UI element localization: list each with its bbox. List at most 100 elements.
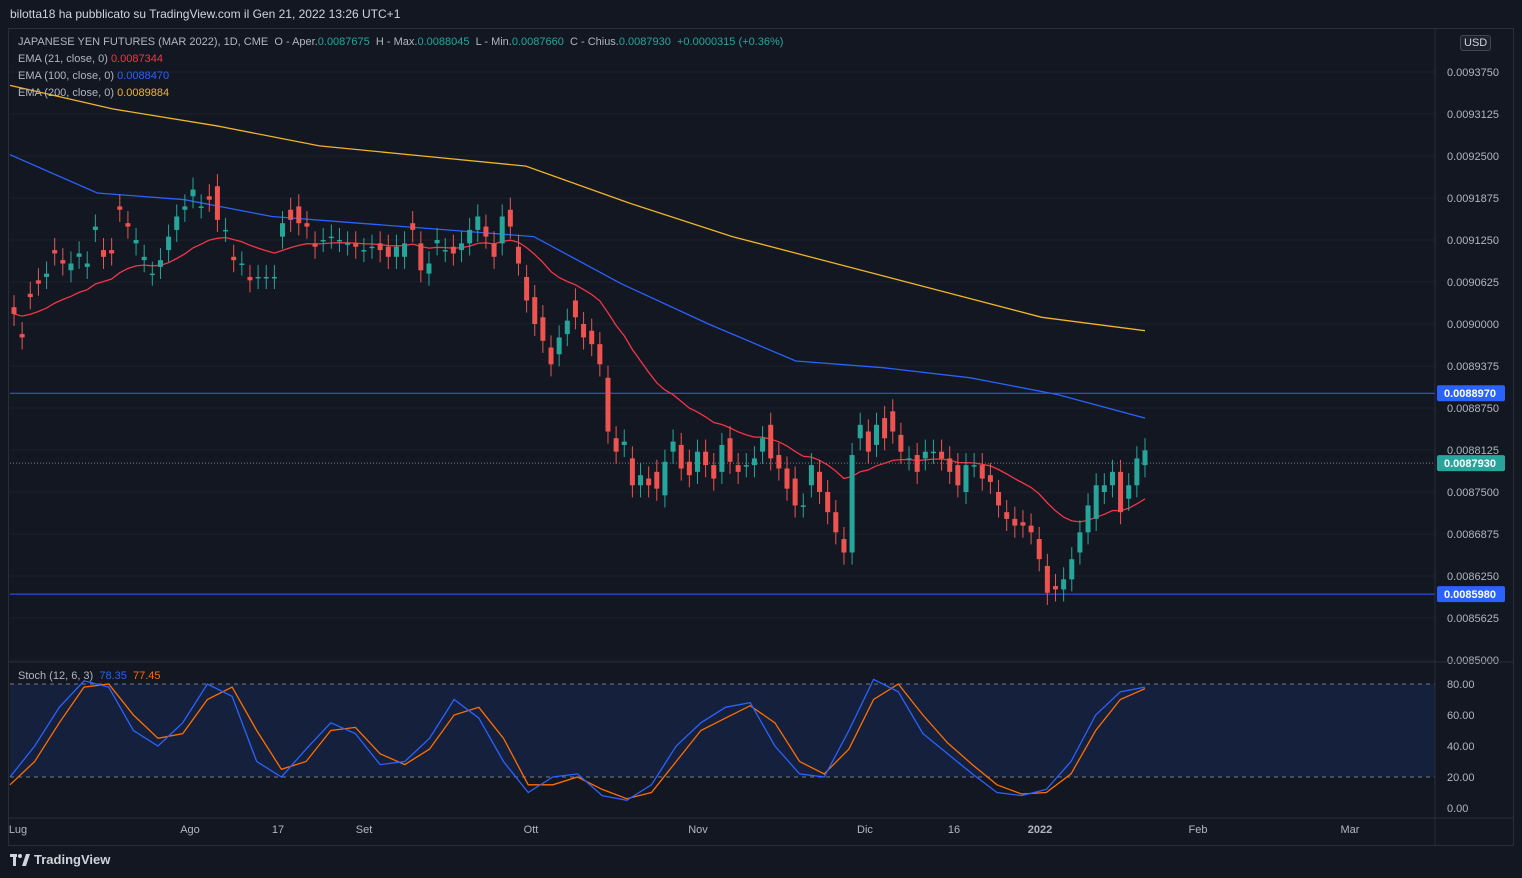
candle-body	[971, 465, 977, 467]
stoch-tick-label: 20.00	[1447, 772, 1475, 784]
candle-body	[1118, 471, 1124, 513]
high-value: 0.0088045	[417, 36, 470, 48]
stoch-legend: Stoch (12, 6, 3) 78.35 77.45	[18, 670, 161, 682]
time-tick-label: Feb	[1189, 824, 1208, 836]
price-tick-label: 0.0087500	[1447, 487, 1499, 499]
candle-body	[857, 424, 863, 439]
candle-body	[1069, 559, 1075, 580]
price-tick-label: 0.0086250	[1447, 571, 1499, 583]
price-tick-label: 0.0088750	[1447, 403, 1499, 415]
symbol-name: JAPANESE YEN FUTURES (MAR 2022), 1D, CME	[18, 36, 269, 48]
ema200-line	[9, 84, 1146, 332]
candle-body	[629, 458, 635, 486]
candle-body	[459, 243, 465, 251]
high-label: H - Max.	[375, 36, 418, 48]
candle-body	[491, 243, 497, 257]
candle-body	[662, 461, 668, 496]
stoch-panel: 80.00 60.00 40.00 20.00 0.00	[9, 678, 1475, 815]
candle-body	[963, 465, 969, 492]
candle-body	[646, 478, 652, 486]
candle-body	[280, 223, 286, 237]
candle-body	[1036, 539, 1042, 560]
candle-body	[524, 276, 530, 301]
candle-body	[1126, 485, 1132, 499]
candle-body	[385, 246, 391, 257]
candle-body	[1109, 471, 1115, 486]
candle-body	[735, 465, 741, 472]
candle-body	[833, 512, 839, 533]
candle-body	[101, 250, 107, 257]
candle-body	[841, 539, 847, 553]
candle-body	[987, 475, 993, 482]
candle-body	[605, 377, 611, 432]
time-tick-label: Ott	[524, 824, 539, 836]
price-tick-label: 0.0085625	[1447, 613, 1499, 625]
candle-body	[898, 434, 904, 452]
price-tick-label: 0.0093125	[1447, 109, 1499, 121]
candle-body	[589, 330, 595, 345]
candle-body	[906, 458, 912, 460]
ema21-legend: EMA (21, close, 0) 0.0087344	[18, 53, 163, 65]
level-label-bg	[1437, 385, 1505, 402]
candle-body	[27, 293, 33, 298]
ema200-value: 0.0089884	[117, 87, 170, 99]
candle-body	[402, 243, 408, 257]
price-tick-label: 0.0088125	[1447, 445, 1499, 457]
candle-body	[499, 216, 505, 244]
level-label: 0.0085980	[1444, 589, 1496, 601]
low-value: 0.0087660	[511, 36, 564, 48]
candle-body	[60, 260, 66, 264]
candle-body	[393, 246, 399, 257]
candle-body	[271, 276, 277, 279]
candle-body	[507, 209, 513, 227]
candle-body	[84, 263, 90, 267]
candle-body	[328, 236, 334, 239]
candle-body	[483, 226, 489, 237]
candle-body	[304, 223, 310, 227]
candle-body	[532, 297, 538, 324]
candle-body	[141, 256, 147, 261]
tradingview-logo[interactable]: TradingView	[10, 852, 110, 867]
candle-body	[410, 223, 416, 230]
candle-body	[996, 492, 1002, 506]
candle-body	[1061, 579, 1067, 590]
candle-body	[922, 451, 928, 459]
candle-body	[556, 337, 562, 355]
candle-body	[1004, 512, 1010, 519]
ema21-line	[13, 236, 1146, 523]
candle-body	[1077, 532, 1083, 553]
candle-body	[44, 273, 50, 277]
last-price-label: 0.0087930	[1444, 458, 1496, 470]
candle-body	[190, 189, 196, 197]
candle-body	[654, 471, 660, 489]
candle-body	[336, 240, 342, 242]
time-tick-label: Set	[356, 824, 373, 836]
stoch-k-value: 78.35	[99, 670, 127, 682]
candle-body	[166, 236, 172, 251]
stoch-k-line	[9, 678, 1146, 801]
candle-body	[800, 505, 806, 507]
candle-body	[467, 229, 473, 244]
currency-button[interactable]: USD	[1460, 35, 1492, 51]
open-label: O - Aper.	[274, 36, 318, 48]
candle-body	[678, 444, 684, 469]
horizontal-lines: 0.0088970 0.0085980 0.0087930	[10, 385, 1505, 603]
candle-body	[548, 347, 554, 365]
candle-body	[109, 250, 115, 254]
candle-body	[296, 206, 302, 224]
publisher-bar: bilotta18 ha pubblicato su TradingView.c…	[0, 0, 1522, 28]
ema200-path	[9, 84, 1146, 332]
stoch-tick-label: 0.00	[1447, 803, 1468, 815]
candle-body	[540, 317, 546, 341]
stoch-label: Stoch (12, 6, 3)	[18, 670, 94, 682]
candle-body	[149, 273, 155, 276]
level-label-bg	[1437, 586, 1505, 603]
tradingview-icon	[10, 853, 30, 866]
price-chart[interactable]: 0.0088970 0.0085980 0.0087930 80.00 60.00 40…	[0, 0, 1522, 846]
candle-body	[11, 307, 17, 314]
time-tick-label: 17	[272, 824, 284, 836]
price-tick-label: 0.0091875	[1447, 193, 1499, 205]
candle-body	[613, 438, 619, 452]
ema100-path	[9, 154, 1146, 419]
price-tick-label: 0.0093750	[1447, 67, 1499, 79]
